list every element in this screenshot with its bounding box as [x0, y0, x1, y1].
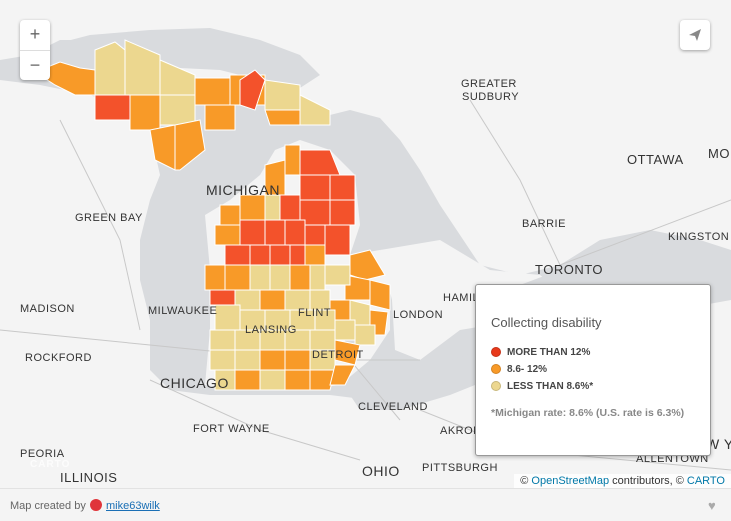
- label-pittsburgh: PITTSBURGH: [422, 462, 498, 474]
- legend-label-high: MORE THAN 12%: [507, 347, 591, 358]
- osm-link[interactable]: OpenStreetMap: [531, 475, 610, 487]
- map-attribution: © OpenStreetMap contributors, © CARTO: [514, 474, 731, 488]
- zoom-out-button[interactable]: −: [29, 55, 41, 75]
- label-akron: AKRON: [440, 425, 482, 437]
- label-toronto: TORONTO: [535, 262, 604, 277]
- paper-plane-icon: [689, 29, 701, 41]
- label-ohio: OHIO: [362, 463, 400, 479]
- heart-icon[interactable]: ♥: [708, 498, 716, 513]
- label-greater: GREATER: [461, 78, 517, 90]
- label-rockford: ROCKFORD: [25, 352, 92, 364]
- legend-item-high: MORE THAN 12%: [491, 347, 590, 358]
- legend-label-mid: 8.6- 12%: [507, 364, 548, 375]
- footer-bar: Map created by mike63wilk ♥: [0, 488, 731, 521]
- legend-item-low: LESS THAN 8.6%*: [491, 381, 593, 392]
- legend-panel: Collecting disability MORE THAN 12% 8.6-…: [475, 284, 711, 456]
- map-created-by: Map created by: [10, 500, 86, 512]
- legend-swatch-low: [491, 381, 501, 392]
- upper-peninsula-counties: [33, 39, 331, 171]
- label-flint: FLINT: [298, 307, 332, 319]
- label-fort-wayne: FORT WAYNE: [193, 423, 270, 435]
- zoom-in-button[interactable]: +: [20, 20, 50, 51]
- share-button[interactable]: [680, 20, 710, 50]
- user-avatar-icon: [90, 499, 102, 511]
- label-milwaukee: MILWAUKEE: [148, 305, 218, 317]
- author-link[interactable]: mike63wilk: [106, 500, 160, 512]
- label-illinois: ILLINOIS: [60, 470, 118, 485]
- label-lansing: LANSING: [245, 324, 297, 336]
- label-london: LONDON: [393, 309, 444, 321]
- attribution-prefix: ©: [520, 475, 532, 487]
- zoom-control: + −: [20, 20, 50, 80]
- label-kingston: KINGSTON: [668, 231, 730, 243]
- legend-label-low: LESS THAN 8.6%*: [507, 381, 594, 392]
- label-barrie: BARRIE: [522, 218, 566, 230]
- label-montreal: MO: [708, 146, 730, 161]
- legend-note: *Michigan rate: 8.6% (U.S. rate is 6.3%): [491, 407, 685, 419]
- label-chicago: CHICAGO: [160, 375, 229, 391]
- legend-swatch-high: [491, 347, 501, 358]
- lower-peninsula-counties: [204, 144, 391, 391]
- label-detroit: DETROIT: [312, 349, 364, 361]
- label-green-bay: GREEN BAY: [75, 212, 143, 224]
- label-sudbury: SUDBURY: [462, 91, 520, 103]
- label-ottawa: OTTAWA: [627, 152, 684, 167]
- label-new-york-fragment: W Y: [706, 436, 731, 452]
- carto-link[interactable]: CARTO: [686, 475, 725, 487]
- label-michigan: MICHIGAN: [206, 182, 280, 198]
- label-peoria: PEORIA: [20, 448, 65, 460]
- attribution-mid: contributors, ©: [609, 475, 687, 487]
- carto-watermark: CARTO: [30, 459, 71, 470]
- legend-swatch-mid: [491, 364, 501, 375]
- label-cleveland: CLEVELAND: [358, 401, 428, 413]
- label-madison: MADISON: [20, 303, 75, 315]
- legend-title: Collecting disability: [491, 315, 602, 330]
- map-canvas[interactable]: MICHIGAN GREEN BAY MADISON MILWAUKEE ROC…: [0, 0, 731, 488]
- label-hamilton: HAMIL: [443, 292, 480, 304]
- legend-item-mid: 8.6- 12%: [491, 364, 547, 375]
- label-allentown: ALLENTOWN: [636, 453, 709, 465]
